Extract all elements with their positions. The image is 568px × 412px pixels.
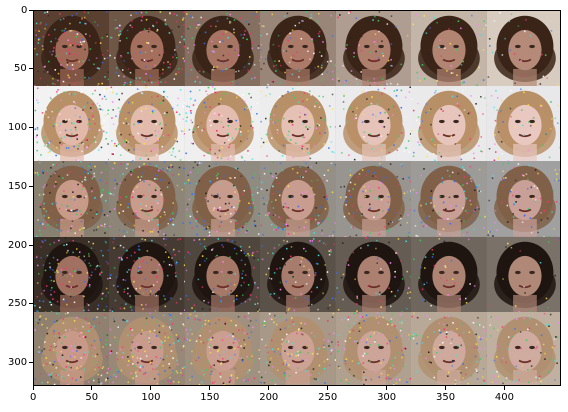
face-image-tile bbox=[260, 311, 337, 385]
y-tick-mark bbox=[29, 185, 33, 187]
face-image-tile bbox=[486, 161, 560, 238]
y-tick-mark bbox=[29, 303, 33, 305]
face-image-tile bbox=[184, 86, 261, 162]
x-tick-label: 300 bbox=[377, 392, 397, 403]
face-image-tile bbox=[109, 11, 186, 87]
x-tick-label: 150 bbox=[200, 392, 220, 403]
x-tick-mark bbox=[445, 386, 446, 390]
y-tick-label: 150 bbox=[8, 180, 28, 192]
face-image-tile bbox=[486, 236, 560, 313]
x-tick-mark bbox=[209, 386, 211, 390]
face-image-tile bbox=[486, 86, 560, 162]
face-image-tile bbox=[109, 236, 186, 313]
face-image-tile bbox=[411, 236, 488, 313]
face-image-tile bbox=[34, 311, 110, 385]
y-tick-mark bbox=[29, 127, 33, 128]
x-tick-mark bbox=[150, 386, 152, 390]
y-tick-label: 300 bbox=[8, 357, 28, 368]
x-tick-label: 100 bbox=[141, 392, 161, 403]
face-image-tile bbox=[486, 11, 560, 87]
y-tick-label: 250 bbox=[8, 298, 28, 310]
x-tick-label: 400 bbox=[494, 392, 515, 403]
face-image-tile bbox=[184, 161, 261, 238]
face-image-tile bbox=[411, 11, 488, 87]
image-grid-axes bbox=[33, 10, 561, 386]
face-image-tile bbox=[34, 11, 110, 87]
image-grid bbox=[34, 11, 560, 385]
face-image-tile bbox=[184, 11, 261, 87]
face-image-tile bbox=[335, 161, 412, 238]
face-image-tile bbox=[335, 11, 412, 87]
face-image-tile bbox=[34, 236, 110, 313]
face-image-tile bbox=[335, 311, 412, 385]
face-image-tile bbox=[109, 311, 186, 385]
face-image-tile bbox=[260, 11, 337, 87]
x-tick-mark bbox=[32, 386, 34, 390]
y-tick-label: 200 bbox=[8, 239, 28, 251]
face-image-tile bbox=[260, 236, 337, 313]
x-tick-mark bbox=[503, 386, 505, 390]
y-tick-label: 50 bbox=[14, 63, 27, 75]
x-tick-mark bbox=[386, 386, 388, 390]
y-tick-mark bbox=[29, 244, 33, 246]
face-image-tile bbox=[34, 161, 110, 238]
x-tick-label: 0 bbox=[30, 392, 37, 403]
x-tick-label: 50 bbox=[85, 392, 99, 403]
x-tick-mark bbox=[268, 386, 270, 390]
y-tick-label: 100 bbox=[8, 122, 28, 133]
x-tick-label: 200 bbox=[259, 392, 279, 403]
face-image-tile bbox=[335, 236, 412, 313]
face-image-tile bbox=[34, 86, 110, 162]
x-tick-mark bbox=[327, 386, 329, 390]
face-image-tile bbox=[411, 311, 488, 385]
x-tick-label: 350 bbox=[436, 392, 456, 403]
x-tick-label: 250 bbox=[318, 392, 338, 403]
face-image-tile bbox=[184, 236, 261, 313]
face-image-tile bbox=[335, 86, 412, 162]
face-image-tile bbox=[109, 161, 186, 238]
y-tick-mark bbox=[29, 68, 33, 70]
x-tick-mark bbox=[91, 386, 93, 390]
face-image-tile bbox=[486, 311, 560, 385]
y-tick-mark bbox=[29, 9, 33, 11]
face-image-tile bbox=[260, 161, 337, 238]
face-image-tile bbox=[184, 311, 261, 385]
face-image-tile bbox=[411, 86, 488, 162]
y-tick-label: 0 bbox=[21, 4, 28, 16]
face-image-tile bbox=[411, 161, 488, 238]
face-image-tile bbox=[260, 86, 337, 162]
face-image-tile bbox=[109, 86, 186, 162]
y-tick-mark bbox=[29, 362, 33, 363]
